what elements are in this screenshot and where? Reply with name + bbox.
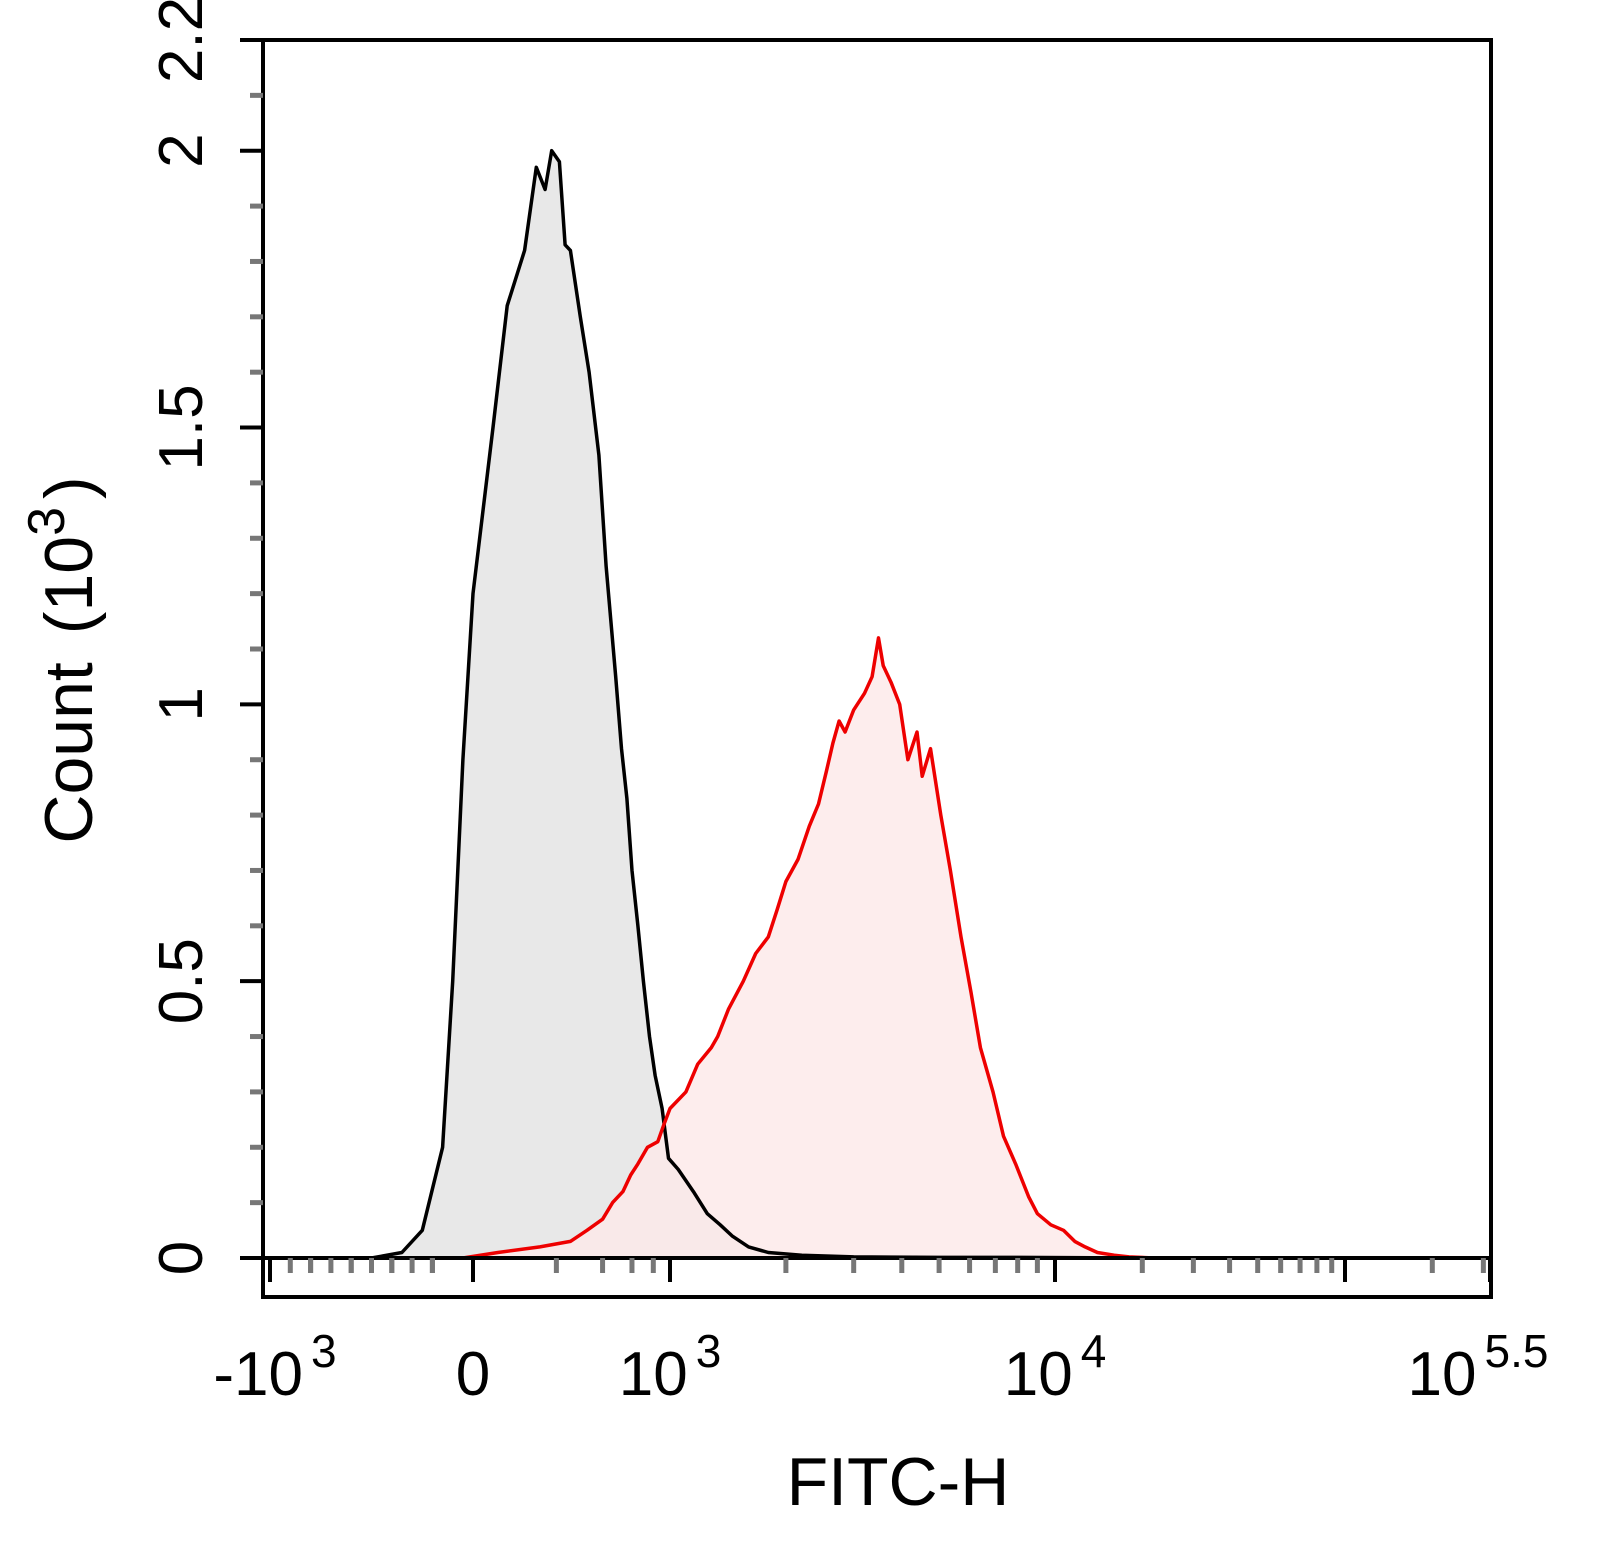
y-axis-ticks — [240, 38, 263, 1260]
x-tick-label-base: 10 — [619, 1340, 688, 1409]
histogram-fill-1 — [462, 637, 1155, 1258]
y-axis-tick-labels: 0 0.5 1 1.5 2 2.2 — [147, 0, 216, 1275]
x-axis-ticks — [268, 1258, 1493, 1282]
x-tick-label: -10 3 — [213, 1325, 336, 1409]
x-axis-tick-labels: -10 3 0 10 3 10 4 10 5.5 — [213, 1325, 1548, 1409]
histogram-line-0 — [371, 148, 1143, 1260]
plot-frame — [261, 38, 1493, 1299]
x-tick-label-exponent: 3 — [311, 1325, 337, 1377]
histogram-fills — [371, 150, 1155, 1259]
x-tick-label: 10 5.5 — [1408, 1325, 1549, 1409]
y-tick-label: 2 — [147, 133, 216, 167]
x-tick-label-exponent: 4 — [1081, 1325, 1107, 1377]
y-tick-label: 0.5 — [147, 938, 216, 1024]
x-tick-label-base: 10 — [1408, 1340, 1477, 1409]
x-tick-label-base: 0 — [456, 1340, 490, 1409]
x-tick-label-base: 10 — [1004, 1340, 1073, 1409]
histogram-fill-0 — [371, 150, 1143, 1259]
x-tick-label-base: -10 — [213, 1340, 303, 1409]
y-axis-title: Count (103) — [18, 476, 107, 843]
x-tick-label: 10 3 — [619, 1325, 722, 1409]
y-tick-label: 1 — [147, 687, 216, 721]
x-tick-label-exponent: 5.5 — [1485, 1325, 1549, 1377]
y-tick-label: 2.2 — [147, 0, 216, 83]
y-tick-label: 1.5 — [147, 384, 216, 470]
y-axis-title-unit-exponent: 3 — [18, 507, 76, 536]
y-axis-title-unit: (10 — [31, 536, 107, 634]
x-tick-label: 10 4 — [1004, 1325, 1107, 1409]
y-axis-title-unit-close: ) — [31, 476, 107, 499]
x-tick-label-exponent: 3 — [696, 1325, 722, 1377]
y-tick-label: 0 — [147, 1241, 216, 1275]
histogram-line-1 — [462, 636, 1155, 1260]
x-tick-label: 0 — [456, 1340, 490, 1409]
y-axis-title-main: Count — [31, 662, 107, 844]
x-axis-title: FITC-H — [787, 1444, 1010, 1520]
